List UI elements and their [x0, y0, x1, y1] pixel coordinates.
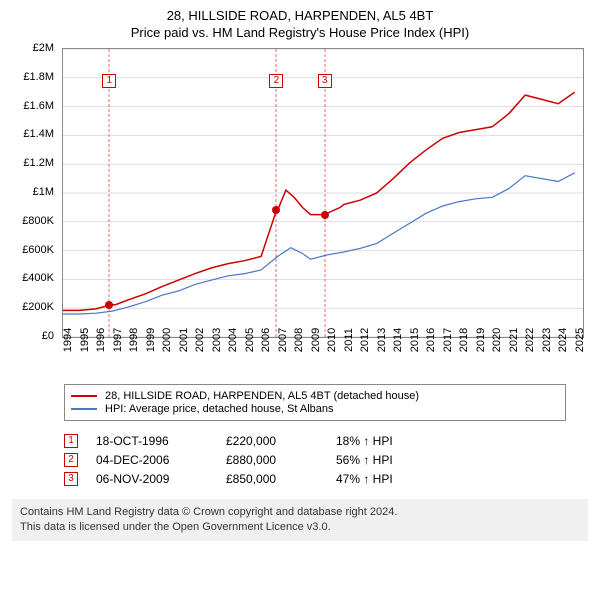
- x-tick-label: 2018: [458, 328, 470, 352]
- x-tick-label: 2006: [260, 328, 272, 352]
- y-tick-label: £1.6M: [23, 100, 54, 112]
- sale-hpi: 56% ↑ HPI: [336, 453, 566, 467]
- x-tick-label: 2002: [194, 328, 206, 352]
- y-tick-label: £1.8M: [23, 71, 54, 83]
- x-tick-label: 1994: [62, 328, 74, 352]
- x-tick-label: 2008: [293, 328, 305, 352]
- sale-marker-line: [109, 49, 110, 337]
- x-tick-label: 2021: [508, 328, 520, 352]
- legend-label: HPI: Average price, detached house, St A…: [105, 403, 334, 415]
- x-tick-label: 2016: [425, 328, 437, 352]
- sale-price: £880,000: [226, 453, 336, 467]
- sale-row: 2 04-DEC-2006£880,00056% ↑ HPI: [64, 453, 566, 467]
- y-tick-label: £1.4M: [23, 128, 54, 140]
- x-tick-label: 2020: [491, 328, 503, 352]
- y-axis: £0 £200K £400K £600K £800K £1M £1.2M £1.4M £1.6M…: [12, 48, 58, 378]
- x-tick-label: 1995: [79, 328, 91, 352]
- legend-swatch: [71, 408, 97, 410]
- x-tick-label: 2022: [524, 328, 536, 352]
- sale-hpi: 18% ↑ HPI: [336, 434, 566, 448]
- legend-row: 28, HILLSIDE ROAD, HARPENDEN, AL5 4BT (d…: [71, 390, 559, 402]
- y-tick-label: £1M: [33, 186, 54, 198]
- x-tick-label: 2017: [442, 328, 454, 352]
- sale-marker-box: 2: [269, 74, 283, 88]
- x-tick-label: 2025: [574, 328, 586, 352]
- sale-dot: [105, 301, 113, 309]
- x-tick-label: 2012: [359, 328, 371, 352]
- y-tick-label: £200K: [22, 301, 54, 313]
- footer-line2: This data is licensed under the Open Gov…: [20, 520, 580, 535]
- x-tick-label: 2011: [343, 328, 355, 352]
- x-tick-label: 1998: [128, 328, 140, 352]
- x-tick-label: 2013: [376, 328, 388, 352]
- sale-hpi: 47% ↑ HPI: [336, 472, 566, 486]
- plot-region: 1 2 3: [62, 48, 584, 338]
- x-tick-label: 2015: [409, 328, 421, 352]
- y-tick-label: £2M: [33, 42, 54, 54]
- y-tick-label: £1.2M: [23, 157, 54, 169]
- title-subtitle: Price paid vs. HM Land Registry's House …: [0, 25, 600, 40]
- x-tick-label: 2003: [211, 328, 223, 352]
- x-tick-label: 2023: [541, 328, 553, 352]
- sale-row: 3 06-NOV-2009£850,00047% ↑ HPI: [64, 472, 566, 486]
- title-address: 28, HILLSIDE ROAD, HARPENDEN, AL5 4BT: [0, 8, 600, 23]
- sale-row: 1 18-OCT-1996£220,00018% ↑ HPI: [64, 434, 566, 448]
- x-tick-label: 2019: [475, 328, 487, 352]
- x-tick-label: 2009: [310, 328, 322, 352]
- sale-marker-line: [324, 49, 325, 337]
- x-tick-label: 2010: [326, 328, 338, 352]
- sale-dot: [321, 211, 329, 219]
- x-tick-label: 2014: [392, 328, 404, 352]
- sale-row-marker: 3: [64, 472, 78, 486]
- x-axis: 1994199519961997199819992000200120022003…: [62, 338, 584, 378]
- sale-row-marker: 1: [64, 434, 78, 448]
- x-tick-label: 2001: [178, 328, 190, 352]
- x-tick-label: 2000: [161, 328, 173, 352]
- legend: 28, HILLSIDE ROAD, HARPENDEN, AL5 4BT (d…: [64, 384, 566, 421]
- legend-label: 28, HILLSIDE ROAD, HARPENDEN, AL5 4BT (d…: [105, 390, 419, 402]
- sale-date: 18-OCT-1996: [96, 434, 226, 448]
- chart-area: £0 £200K £400K £600K £800K £1M £1.2M £1.4M £1.6M…: [12, 48, 588, 378]
- footer-line1: Contains HM Land Registry data © Crown c…: [20, 505, 580, 520]
- chart-container: 28, HILLSIDE ROAD, HARPENDEN, AL5 4BT Pr…: [0, 0, 600, 590]
- x-tick-label: 2004: [227, 328, 239, 352]
- sale-price: £220,000: [226, 434, 336, 448]
- sale-marker-box: 1: [102, 74, 116, 88]
- plot-svg: [63, 49, 583, 337]
- y-tick-label: £400K: [22, 272, 54, 284]
- x-tick-label: 1997: [112, 328, 124, 352]
- sale-dot: [272, 206, 280, 214]
- y-tick-label: £800K: [22, 215, 54, 227]
- sale-marker-line: [276, 49, 277, 337]
- x-tick-label: 2024: [557, 328, 569, 352]
- x-tick-label: 2007: [277, 328, 289, 352]
- y-tick-label: £600K: [22, 244, 54, 256]
- sales-table: 1 18-OCT-1996£220,00018% ↑ HPI 2 04-DEC-200…: [64, 429, 566, 491]
- legend-swatch: [71, 395, 97, 397]
- sale-date: 06-NOV-2009: [96, 472, 226, 486]
- sale-marker-box: 3: [318, 74, 332, 88]
- title-block: 28, HILLSIDE ROAD, HARPENDEN, AL5 4BT Pr…: [0, 0, 600, 44]
- sale-row-marker: 2: [64, 453, 78, 467]
- x-tick-label: 2005: [244, 328, 256, 352]
- sale-price: £850,000: [226, 472, 336, 486]
- footer: Contains HM Land Registry data © Crown c…: [12, 499, 588, 541]
- x-tick-label: 1996: [95, 328, 107, 352]
- legend-row: HPI: Average price, detached house, St A…: [71, 403, 559, 415]
- y-tick-label: £0: [42, 330, 54, 342]
- sale-date: 04-DEC-2006: [96, 453, 226, 467]
- x-tick-label: 1999: [145, 328, 157, 352]
